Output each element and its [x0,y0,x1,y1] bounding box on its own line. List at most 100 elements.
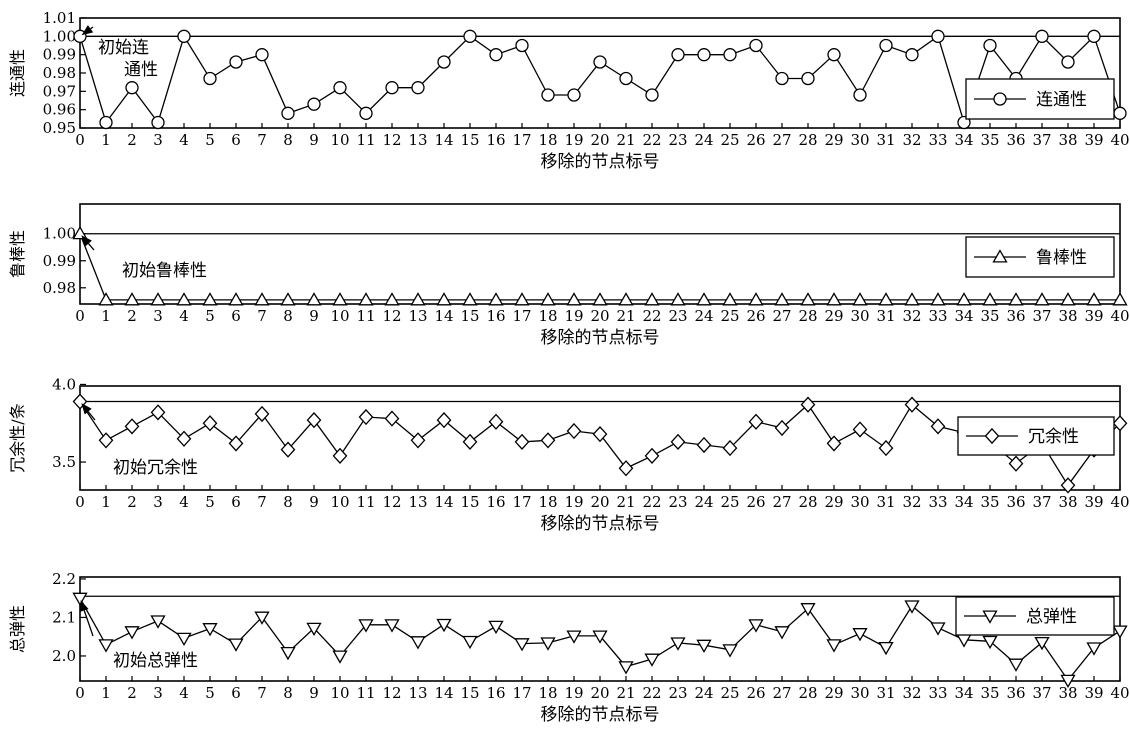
data-point [956,292,972,306]
data-point [930,418,946,435]
x-tick-label: 34 [954,307,973,325]
data-point [255,48,269,62]
x-tick-label: 24 [694,131,713,149]
data-point [124,292,140,306]
data-point [618,292,634,306]
data-point [410,432,426,449]
x-tick-label: 22 [642,493,661,511]
data-point [358,619,374,633]
x-tick-label: 11 [356,684,375,702]
x-tick-label: 37 [1032,307,1051,325]
legend-marker [993,92,1007,106]
x-tick-label: 6 [231,131,241,149]
x-tick-label: 30 [850,131,869,149]
x-tick-label: 34 [954,493,973,511]
x-tick-label: 35 [980,684,999,702]
x-tick-label: 31 [876,684,895,702]
data-point [540,637,556,651]
panel-3: 3.54.00 1 2 3 4 5 6 7 8 9 10 11 12 13 14 15 16 17 18 19 20 21… [8,375,1130,534]
x-tick-label: 21 [616,493,635,511]
x-tick-label: 16 [486,684,505,702]
data-point [176,292,192,306]
data-point [1112,415,1128,432]
y-tick-label: 0.99 [43,46,76,64]
x-tick-label: 36 [1006,307,1025,325]
data-point [202,292,218,306]
data-point [1034,292,1050,306]
data-point [618,661,634,675]
x-tick-label: 2 [127,493,137,511]
data-point [1112,625,1128,639]
x-tick-label: 24 [694,493,713,511]
x-tick-label: 12 [382,307,401,325]
x-tick-label: 29 [824,131,843,149]
data-point [982,292,998,306]
x-tick-label: 25 [720,307,739,325]
x-tick-label: 23 [668,131,687,149]
y-tick-label: 4.0 [52,375,76,393]
x-tick-label: 19 [564,684,583,702]
data-point [488,292,504,306]
data-point [462,292,478,306]
x-tick-label: 10 [330,493,349,511]
annotation-text: 通性 [124,60,158,80]
x-tick-label: 29 [824,493,843,511]
x-tick-label: 36 [1006,684,1025,702]
data-point [696,292,712,306]
y-tick-label: 0.96 [43,101,76,119]
data-point [151,115,165,130]
x-axis-title: 移除的节点标号 [541,152,660,172]
x-tick-label: 29 [824,684,843,702]
data-point [748,413,764,430]
x-axis-title: 移除的节点标号 [541,328,660,348]
x-tick-label: 31 [876,131,895,149]
x-tick-label: 25 [720,493,739,511]
data-point [905,48,919,62]
data-point [904,600,920,614]
x-tick-label: 20 [590,307,609,325]
data-point [280,441,296,458]
x-tick-label: 4 [179,493,189,511]
data-point [307,97,321,111]
x-tick-label: 40 [1110,131,1129,149]
x-tick-label: 8 [283,131,293,149]
x-tick-label: 0 [75,131,85,149]
x-tick-label: 23 [668,307,687,325]
x-tick-label: 3 [153,131,163,149]
x-tick-label: 38 [1058,684,1077,702]
data-point [619,71,633,86]
data-point [514,433,530,450]
data-point [592,630,608,644]
data-point [358,292,374,306]
data-point [306,292,322,306]
data-point [98,292,114,306]
x-tick-label: 27 [772,684,791,702]
x-tick-label: 11 [356,131,375,149]
data-point [150,292,166,306]
x-tick-label: 21 [616,684,635,702]
x-tick-label: 26 [746,131,765,149]
x-axis-title: 移除的节点标号 [541,705,660,725]
y-tick-label: 2.1 [52,608,76,626]
data-point [697,48,711,62]
x-tick-label: 1 [101,307,111,325]
data-point [306,622,322,637]
legend-marker [992,249,1008,263]
x-tick-label: 0 [75,307,85,325]
annotation-arrowhead [80,600,89,612]
x-tick-label: 27 [772,307,791,325]
annotation-arrow [87,243,95,251]
annotation-text: 初始连 [98,38,149,58]
x-tick-label: 24 [694,307,713,325]
x-tick-label: 25 [720,684,739,702]
data-point [436,412,452,429]
x-axis-title: 移除的节点标号 [541,514,660,534]
data-point [1060,477,1076,494]
data-point [853,88,867,102]
x-tick-label: 5 [205,493,215,511]
x-tick-label: 15 [460,684,479,702]
data-point [904,396,920,413]
x-tick-label: 4 [179,307,189,325]
series-line [79,34,1121,125]
x-tick-label: 9 [309,307,319,325]
